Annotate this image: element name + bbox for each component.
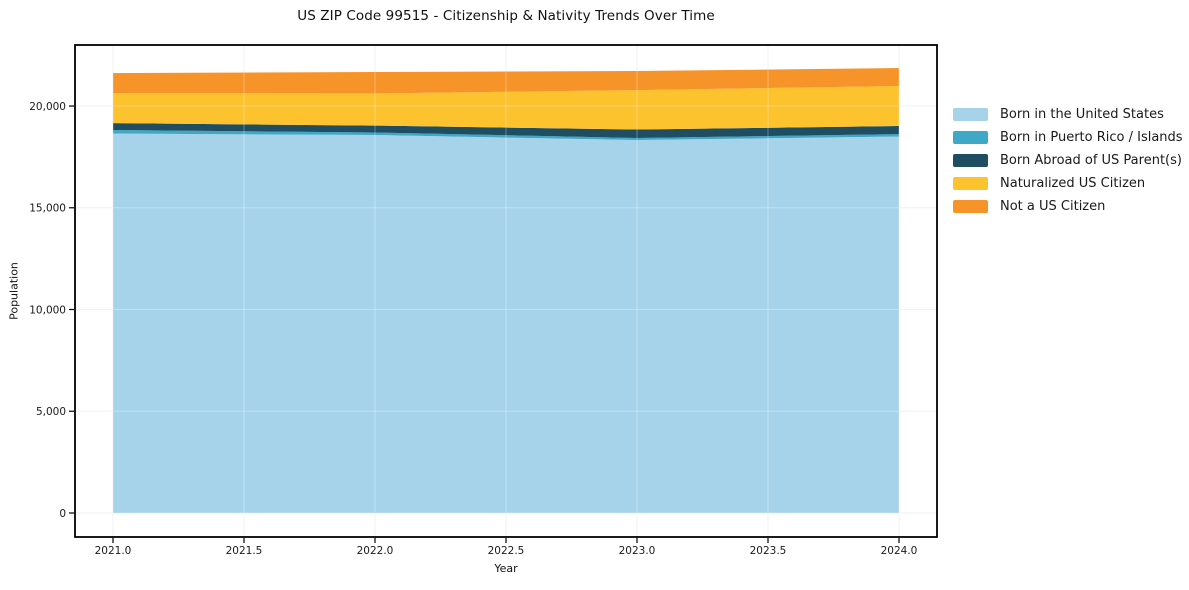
y-tick-label: 5,000 [36,406,66,418]
legend-label: Born Abroad of US Parent(s) [1000,153,1182,168]
legend-swatch-born-abroad-of-us-parent-s [953,154,988,167]
x-tick-label: 2021.5 [226,545,263,557]
y-tick-label: 10,000 [29,304,66,316]
legend-item-not-a-us-citizen: Not a US Citizen [953,195,1183,218]
y-tick-label: 15,000 [29,203,66,215]
legend-swatch-not-a-us-citizen [953,200,988,213]
plot-border [74,44,938,538]
y-tick-label: 20,000 [29,101,66,113]
area-not-a-us-citizen [112,67,900,94]
x-tick-label: 2022.0 [357,545,394,557]
chart-title: US ZIP Code 99515 - Citizenship & Nativi… [297,8,715,24]
x-tick-label: 2022.5 [488,545,525,557]
area-born-in-puerto-rico-islands [112,130,900,141]
y-tick-label: 0 [59,508,66,520]
y-axis-label: Population [7,262,21,320]
legend-label: Born in Puerto Rico / Islands [1000,130,1183,145]
area-naturalized-us-citizen [112,86,900,130]
x-tick-label: 2021.0 [95,545,132,557]
x-axis-label: Year [494,562,518,575]
legend-swatch-born-in-puerto-rico-islands [953,131,988,144]
x-tick-label: 2023.5 [750,545,787,557]
x-tick-label: 2023.0 [619,545,656,557]
legend-item-born-in-puerto-rico-islands: Born in Puerto Rico / Islands [953,126,1183,149]
legend-item-born-in-the-united-states: Born in the United States [953,103,1183,126]
legend-label: Born in the United States [1000,107,1164,122]
legend-label: Naturalized US Citizen [1000,176,1146,191]
legend-swatch-naturalized-us-citizen [953,177,988,190]
legend-item-born-abroad-of-us-parent-s: Born Abroad of US Parent(s) [953,149,1183,172]
area-born-in-the-united-states [112,133,900,513]
legend-label: Not a US Citizen [1000,199,1106,214]
x-tick-label: 2024.0 [881,545,918,557]
legend: Born in the United States Born in Puerto … [953,103,1183,218]
area-born-abroad-of-us-parent-s [112,123,900,138]
legend-swatch-born-in-the-united-states [953,108,988,121]
legend-item-naturalized-us-citizen: Naturalized US Citizen [953,172,1183,195]
